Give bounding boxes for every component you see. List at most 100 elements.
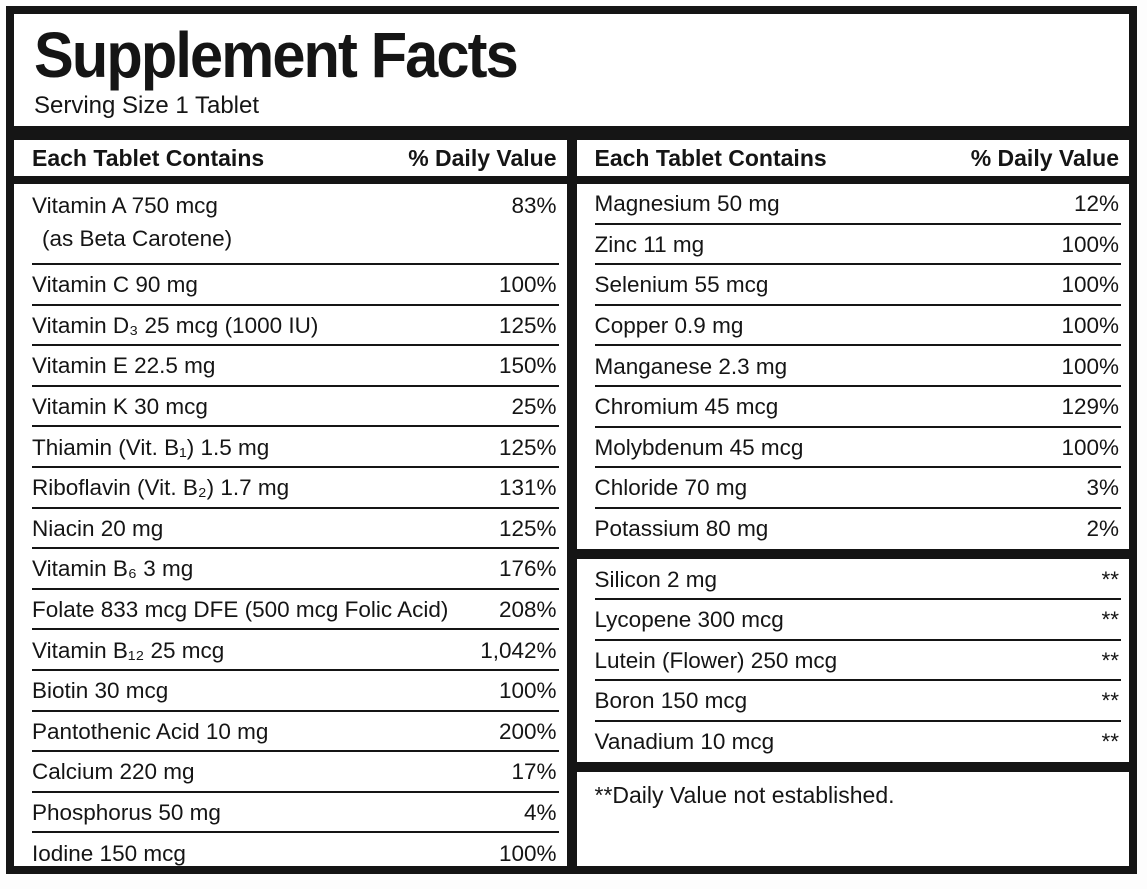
column-header-daily-value: % Daily Value [970, 144, 1119, 171]
daily-value: 131% [498, 475, 557, 501]
table-row: Silicon 2 mg ** [577, 559, 1130, 600]
nutrient-name: Thiamin (Vit. B₁) 1.5 mg [32, 434, 270, 460]
table-row: Folate 833 mcg DFE (500 mcg Folic Acid) … [14, 590, 567, 631]
nutrient-name: Lutein (Flower) 250 mcg [594, 647, 838, 673]
table-row: Magnesium 50 mg 12% [577, 184, 1130, 225]
section-thick-divider [576, 549, 1129, 560]
nutrient-name: Folate 833 mcg DFE (500 mcg Folic Acid) [32, 597, 449, 623]
table-row: Selenium 55 mcg 100% [577, 265, 1130, 306]
table-row: Calcium 220 mg 17% [14, 752, 567, 793]
nutrient-name: Vitamin E 22.5 mg [32, 353, 216, 379]
daily-value: ** [1101, 607, 1119, 633]
nutrient-name: Vanadium 10 mcg [594, 729, 775, 755]
facts-label-border: Supplement Facts Serving Size 1 Tablet E… [6, 6, 1137, 874]
daily-value: 150% [498, 353, 557, 379]
page-title: Supplement Facts [34, 19, 519, 91]
footnote-thick-divider [576, 762, 1129, 773]
table-row: Vitamin A 750 mcg (as Beta Carotene) 83% [14, 184, 567, 265]
table-row: Riboflavin (Vit. B₂) 1.7 mg 131% [14, 468, 567, 509]
column-header-contains: Each Tablet Contains [32, 144, 265, 171]
table-row: Zinc 11 mg 100% [577, 225, 1130, 266]
daily-value: 100% [1061, 313, 1119, 339]
nutrient-name: Niacin 20 mg [32, 515, 164, 541]
daily-value: ** [1101, 566, 1119, 592]
nutrient-name: Iodine 150 mcg [32, 840, 186, 866]
nutrient-name: Vitamin B₆ 3 mg [32, 556, 194, 582]
daily-value: 100% [1061, 231, 1119, 257]
table-row: Molybdenum 45 mcg 100% [577, 428, 1130, 469]
nutrient-name: Chromium 45 mcg [594, 394, 779, 420]
table-row: Iodine 150 mcg 100% [14, 833, 567, 874]
daily-value: ** [1101, 688, 1119, 714]
nutrient-name: Lycopene 300 mcg [594, 607, 784, 633]
table-row: Chloride 70 mg 3% [577, 468, 1130, 509]
daily-value: 17% [511, 759, 557, 785]
table-row: Pantothenic Acid 10 mg 200% [14, 712, 567, 753]
table-row: Lycopene 300 mcg ** [577, 600, 1130, 641]
right-column-header: Each Tablet Contains % Daily Value [576, 140, 1129, 184]
daily-value: 100% [498, 678, 557, 704]
table-row: Vitamin E 22.5 mg 150% [14, 346, 567, 387]
daily-value: 100% [1061, 434, 1119, 460]
daily-value: 1,042% [480, 637, 557, 663]
nutrient-name: Vitamin D₃ 25 mcg (1000 IU) [32, 312, 319, 338]
nutrient-name: Molybdenum 45 mcg [594, 434, 804, 460]
daily-value: 125% [498, 434, 557, 460]
table-row: Niacin 20 mg 125% [14, 509, 567, 550]
table-row: Potassium 80 mg 2% [577, 509, 1130, 550]
nutrient-name-line1: Vitamin A 750 mcg [32, 193, 218, 218]
nutrient-name: Magnesium 50 mg [594, 191, 780, 217]
nutrient-name: Biotin 30 mcg [32, 678, 169, 704]
facts-columns: Each Tablet Contains % Daily Value Vitam… [14, 140, 1129, 866]
nutrient-name: Vitamin K 30 mcg [32, 394, 208, 420]
daily-value: 12% [1073, 191, 1119, 217]
table-row: Vitamin B₆ 3 mg 176% [14, 549, 567, 590]
nutrient-name: Phosphorus 50 mg [32, 800, 221, 826]
daily-value: 100% [498, 272, 557, 298]
nutrient-name: Riboflavin (Vit. B₂) 1.7 mg [32, 475, 290, 501]
table-row: Copper 0.9 mg 100% [577, 306, 1130, 347]
table-row: Chromium 45 mcg 129% [577, 387, 1130, 428]
nutrient-name: Copper 0.9 mg [594, 313, 744, 339]
table-row: Vitamin D₃ 25 mcg (1000 IU) 125% [14, 306, 567, 347]
nutrient-name: Chloride 70 mg [594, 475, 748, 501]
daily-value: 25% [511, 394, 557, 420]
daily-value: 4% [523, 800, 557, 826]
daily-value: 200% [498, 718, 557, 744]
nutrient-name: Zinc 11 mg [594, 231, 705, 257]
daily-value: 125% [498, 515, 557, 541]
table-row: Manganese 2.3 mg 100% [577, 346, 1130, 387]
table-row: Thiamin (Vit. B₁) 1.5 mg 125% [14, 427, 567, 468]
daily-value: ** [1101, 647, 1119, 673]
daily-value: ** [1101, 729, 1119, 755]
daily-value: 3% [1086, 475, 1119, 501]
table-row: Boron 150 mcg ** [577, 681, 1130, 722]
nutrient-name: Manganese 2.3 mg [594, 353, 788, 379]
table-row: Phosphorus 50 mg 4% [14, 793, 567, 834]
nutrient-name: Calcium 220 mg [32, 759, 195, 785]
right-column: Each Tablet Contains % Daily Value Magne… [576, 140, 1130, 866]
nutrient-name: Boron 150 mcg [594, 688, 748, 714]
daily-value: 100% [498, 840, 557, 866]
daily-value: 208% [498, 597, 557, 623]
nutrient-name-line2: (as Beta Carotene) [42, 226, 233, 251]
nutrient-name: Vitamin A 750 mcg (as Beta Carotene) [32, 189, 232, 255]
daily-value: 2% [1086, 516, 1119, 542]
nutrient-name: Vitamin B₁₂ 25 mcg [32, 637, 225, 663]
daily-value: 100% [1061, 272, 1119, 298]
vertical-column-divider [566, 140, 577, 866]
nutrient-name: Silicon 2 mg [594, 566, 718, 592]
table-row: Vanadium 10 mcg ** [577, 722, 1130, 763]
table-row: Biotin 30 mcg 100% [14, 671, 567, 712]
nutrient-name: Vitamin C 90 mg [32, 272, 198, 298]
left-column: Each Tablet Contains % Daily Value Vitam… [14, 140, 567, 866]
table-row: Vitamin B₁₂ 25 mcg 1,042% [14, 630, 567, 671]
daily-value: 176% [498, 556, 557, 582]
daily-value: 125% [498, 312, 557, 338]
title-block: Supplement Facts Serving Size 1 Tablet [14, 14, 1129, 120]
column-header-daily-value: % Daily Value [408, 144, 557, 171]
nutrient-name: Pantothenic Acid 10 mg [32, 718, 269, 744]
daily-value: 129% [1061, 394, 1119, 420]
nutrient-name: Selenium 55 mcg [594, 272, 769, 298]
